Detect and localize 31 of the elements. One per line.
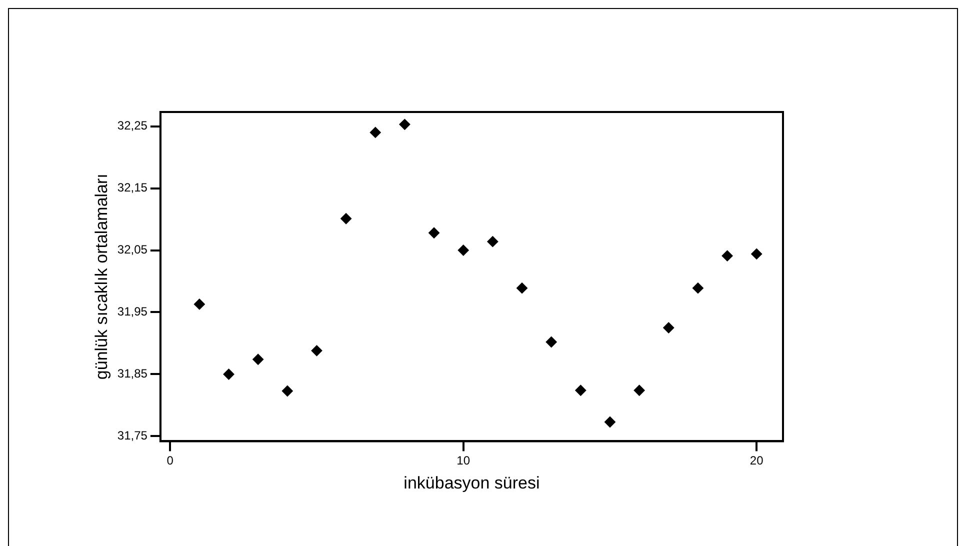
y-tick-label: 31,95 [117,304,148,319]
point [692,282,704,294]
y-tick-label: 31,75 [117,428,148,443]
point [751,248,762,260]
point [516,282,528,294]
point [282,385,293,396]
point [634,384,645,396]
point [663,322,674,334]
y-tick-label: 32,25 [117,118,148,133]
point [370,126,381,138]
x-axis-title: inkübasyon süresi [404,473,540,492]
point [311,345,322,356]
x-tick-label: 10 [456,454,470,468]
x-tick-label: 20 [750,454,764,468]
point [428,227,440,238]
point [399,118,410,130]
y-tick-label: 31,85 [117,366,148,381]
point [458,244,469,256]
y-tick-label: 32,15 [117,180,148,195]
point [340,213,352,224]
y-tick-label: 32,05 [117,242,148,257]
point [575,384,586,396]
y-axis-title: günlük sıcaklık ortalamaları [92,174,111,380]
point [223,368,234,380]
point [252,354,264,365]
point [487,236,498,248]
point [194,298,205,310]
point [722,250,733,262]
x-tick-label: 0 [166,454,174,468]
point [546,336,557,348]
point [604,416,616,428]
